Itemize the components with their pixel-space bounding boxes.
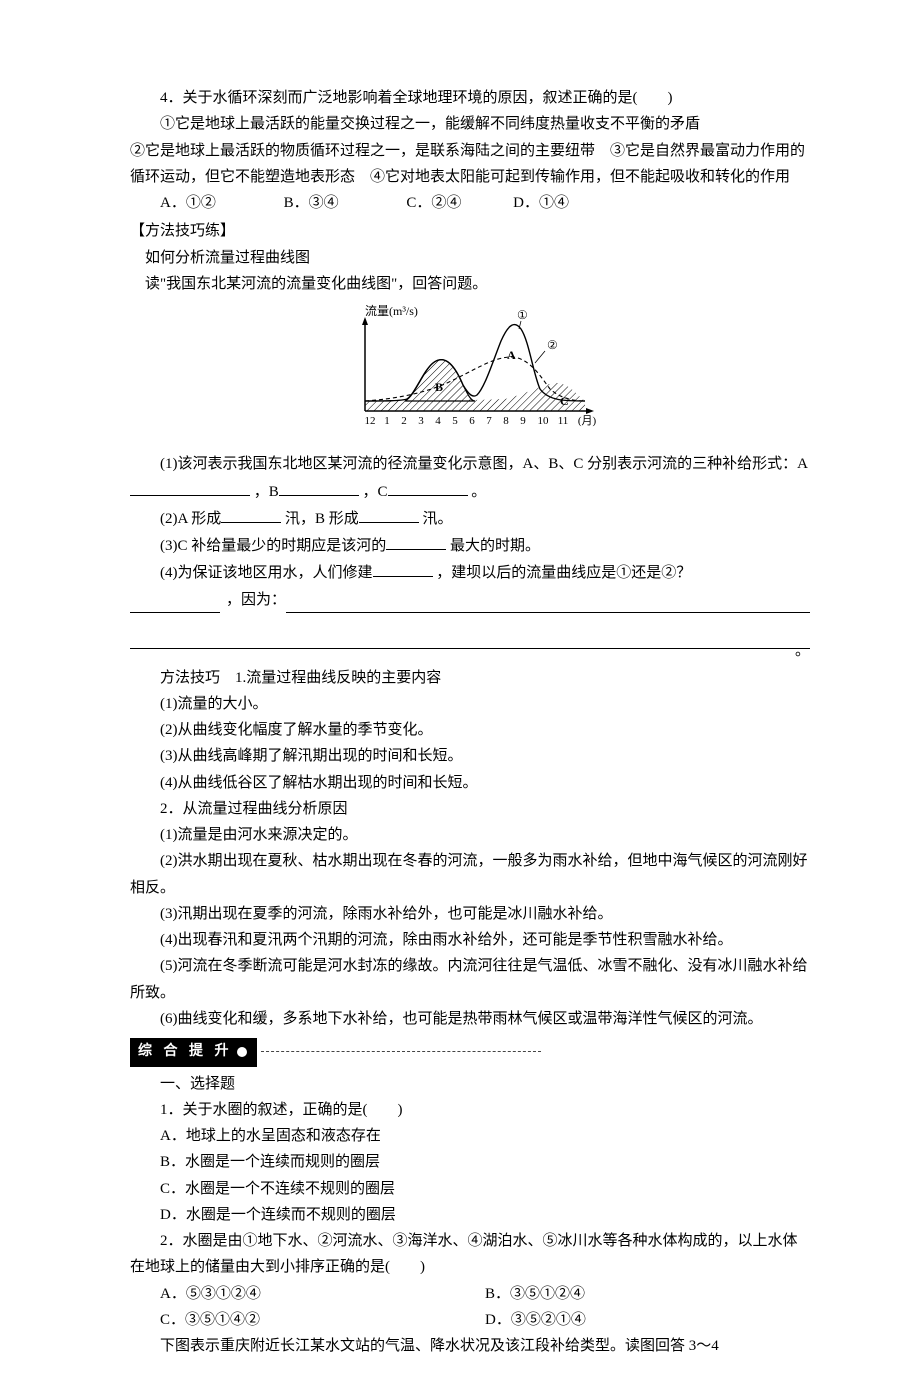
svg-text:11: 11 (558, 415, 569, 427)
svg-text:(月): (月) (578, 415, 597, 427)
dot-icon (237, 1047, 247, 1057)
mcq1-d: D．水圈是一个连续而不规则的圈层 (130, 1202, 810, 1228)
mcq2-row2: C．③⑤①④② D．③⑤②①④ (130, 1307, 810, 1333)
blank (388, 478, 468, 496)
fq1-c: ，C (363, 484, 388, 500)
q4-stem: 4．关于水循环深刻而广泛地影响着全球地理环境的原因，叙述正确的是( ) (130, 85, 810, 111)
q4-opt-a: A．①② (160, 195, 216, 211)
mcq2-stem: 2．水圈是由①地下水、②河流水、③海洋水、④湖泊水、⑤冰川水等各种水体构成的，以… (130, 1228, 810, 1281)
section-label: 综 合 提 升 (138, 1044, 233, 1059)
svg-text:3: 3 (418, 415, 424, 427)
fq2: (2)A 形成 汛，B 形成 汛。 (130, 505, 810, 532)
tips-h2: 2．从流量过程曲线分析原因 (130, 796, 810, 822)
mcq2-a: A．⑤③①②④ (160, 1281, 485, 1307)
mcq2-c: C．③⑤①④② (160, 1307, 485, 1333)
mcq1-b: B．水圈是一个连续而规则的圈层 (130, 1149, 810, 1175)
method-lead: 读"我国东北某河流的流量变化曲线图"，回答问题。 (130, 271, 810, 297)
mcq-heading: 一、选择题 (130, 1071, 810, 1097)
tips-l2: (2)从曲线变化幅度了解水量的季节变化。 (130, 717, 810, 743)
q4-options: A．①② B．③④ C．②④ D．①④ (130, 190, 810, 216)
method-title: 【方法技巧练】 (130, 218, 810, 244)
tips-l4: (4)从曲线低谷区了解枯水期出现的时间和长短。 (130, 770, 810, 796)
svg-text:7: 7 (486, 415, 492, 427)
mcq-next-lead: 下图表示重庆附近长江某水文站的气温、降水状况及该江段补给类型。读图回答 3～4 (130, 1333, 810, 1359)
tips-m3: (3)汛期出现在夏季的河流，除雨水补给外，也可能是冰川融水补给。 (130, 901, 810, 927)
tips-m4: (4)出现春汛和夏汛两个汛期的河流，除由雨水补给外，还可能是季节性积雪融水补给。 (130, 927, 810, 953)
blank (386, 532, 446, 550)
fq4: (4)为保证该地区用水，人们修建 ，建坝以后的流量曲线应是①还是②？ (130, 559, 810, 586)
chart-label-a: A (507, 348, 516, 362)
section-row: 综 合 提 升 (130, 1032, 810, 1071)
svg-text:12: 12 (365, 415, 376, 427)
tips-m5: (5)河流在冬季断流可能是河水封冻的缘故。内流河往往是气温低、冰雪不融化、没有冰… (130, 953, 810, 1006)
tips-m1: (1)流量是由河水来源决定的。 (130, 822, 810, 848)
fq1-a: (1)该河表示我国东北地区某河流的径流量变化示意图，A、B、C 分别表示河流的三… (160, 456, 808, 472)
dash-line (261, 1051, 541, 1052)
mcq1-stem: 1．关于水圈的叙述，正确的是( ) (130, 1097, 810, 1123)
chart-label-b: B (435, 380, 443, 394)
chart-x-ticks: 12 12 345 678 9 10 11 (月) (365, 415, 597, 427)
blank (221, 505, 281, 523)
q4-opt-b: B．③④ (284, 195, 339, 211)
svg-text:6: 6 (469, 415, 475, 427)
fq1-end: 。 (471, 484, 486, 500)
chart-label-2: ② (547, 338, 558, 352)
q4-opt-c: C．②④ (406, 195, 461, 211)
q4-s2: ②它是地球上最活跃的物质循环过程之一，是联系海陆之间的主要纽带 ③它是自然界最富… (130, 138, 810, 191)
tips-m2: (2)洪水期出现在夏秋、枯水期出现在冬春的河流，一般多为雨水补给，但地中海气候区… (130, 848, 810, 901)
fq4-reason: ，因为： (130, 587, 810, 613)
tips-l1: (1)流量的大小。 (130, 691, 810, 717)
blank (359, 505, 419, 523)
fq1-b: ，B (254, 484, 279, 500)
tips-h1: 方法技巧 1.流量过程曲线反映的主要内容 (130, 665, 810, 691)
q4-s1: ①它是地球上最活跃的能量交换过程之一，能缓解不同纬度热量收支不平衡的矛盾 (130, 111, 810, 137)
mcq1-a: A．地球上的水呈固态和液态存在 (130, 1123, 810, 1149)
svg-text:2: 2 (401, 415, 407, 427)
fq1: (1)该河表示我国东北地区某河流的径流量变化示意图，A、B、C 分别表示河流的三… (130, 451, 810, 505)
svg-text:1: 1 (384, 415, 390, 427)
svg-text:4: 4 (435, 415, 441, 427)
tips-l3: (3)从曲线高峰期了解汛期出现的时间和长短。 (130, 743, 810, 769)
blank (279, 478, 359, 496)
fq3: (3)C 补给量最少的时期应是该河的 最大的时期。 (130, 532, 810, 559)
svg-text:9: 9 (520, 415, 526, 427)
flow-chart: 流量(m³/s) 12 12 345 678 9 10 11 (月) ① (335, 301, 605, 445)
tips-m6: (6)曲线变化和缓，多系地下水补给，也可能是热带雨林气候区或温带海洋性气候区的河… (130, 1006, 810, 1032)
method-subtitle: 如何分析流量过程曲线图 (130, 245, 810, 271)
chart-y-label: 流量(m³/s) (365, 304, 418, 318)
section-badge: 综 合 提 升 (130, 1038, 257, 1067)
q4-opt-d: D．①④ (513, 195, 569, 211)
chart-label-c: C (560, 394, 569, 408)
chart-label-1: ① (517, 308, 528, 322)
mcq2-d: D．③⑤②①④ (485, 1307, 810, 1333)
mcq2-b: B．③⑤①②④ (485, 1281, 810, 1307)
line-end-period: 。 (130, 638, 810, 664)
svg-text:10: 10 (538, 415, 550, 427)
blank (130, 478, 250, 496)
svg-text:5: 5 (452, 415, 458, 427)
mcq2-row1: A．⑤③①②④ B．③⑤①②④ (130, 1281, 810, 1307)
svg-text:8: 8 (503, 415, 509, 427)
blank (373, 559, 433, 577)
mcq1-c: C．水圈是一个不连续不规则的圈层 (130, 1176, 810, 1202)
